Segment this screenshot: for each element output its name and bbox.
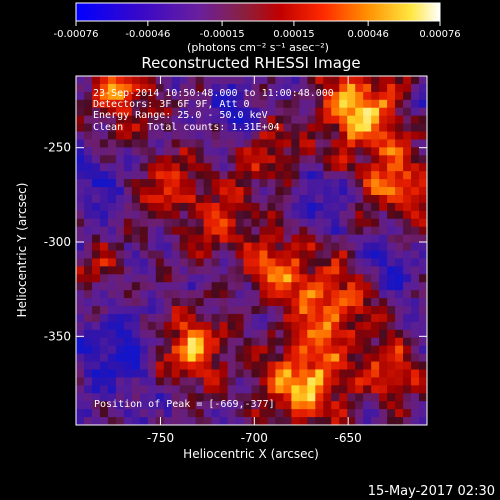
colorbar-ticks: -0.00076 -0.00046 -0.00015 0.00015 0.00046 0.… <box>54 21 461 40</box>
colorbar-tick-label: -0.00046 <box>125 29 170 40</box>
colorbar-tick-label: -0.00015 <box>200 29 245 40</box>
colorbar-tick-label: 0.00046 <box>347 29 388 40</box>
info-energy-range: Energy Range: 25.0 - 50.0 keV <box>93 110 268 121</box>
info-overlay: 23-Sep-2014 10:50:48.000 to 11:00:48.000… <box>93 88 334 410</box>
plot-frame <box>75 75 428 426</box>
info-clean-counts: Clean Total counts: 1.31E+04 <box>93 122 280 133</box>
y-tick-label: -250 <box>44 141 71 155</box>
colorbar-tick-label: 0.00076 <box>419 29 460 40</box>
footer-timestamp: 15-May-2017 02:30 <box>368 484 495 499</box>
x-axis-label: Heliocentric X (arcsec) <box>183 447 319 461</box>
colorbar-units-label: (photons cm⁻² s⁻¹ asec⁻²) <box>187 41 329 54</box>
colorbar-tick-label: 0.00015 <box>273 29 314 40</box>
x-tick-label: -650 <box>335 431 362 445</box>
x-tick-label: -700 <box>241 431 268 445</box>
y-tick-label: -300 <box>44 235 71 249</box>
plot-title: Reconstructed RHESSI Image <box>141 54 360 72</box>
info-time-range: 23-Sep-2014 10:50:48.000 to 11:00:48.000 <box>93 88 334 99</box>
y-tick-label: -350 <box>44 329 71 343</box>
reconstructed-image <box>76 76 427 425</box>
colorbar-strip <box>75 2 441 22</box>
colorbar: -0.00076 -0.00046 -0.00015 0.00015 0.00046 0.… <box>54 2 461 54</box>
x-tick-label: -750 <box>147 431 174 445</box>
x-axis-ticks: -750 -700 -650 <box>147 76 362 445</box>
info-detectors: Detectors: 3F 6F 9F, Att 0 <box>93 99 250 110</box>
info-peak-position: Position of Peak = [-669,-377] <box>94 399 275 410</box>
y-axis-label: Heliocentric Y (arcsec) <box>15 183 29 318</box>
image-panel: -750 -700 -650 -250 -300 -350 <box>44 75 428 445</box>
colorbar-tick-label: -0.00076 <box>54 29 99 40</box>
y-axis-ticks: -250 -300 -350 <box>44 141 427 343</box>
